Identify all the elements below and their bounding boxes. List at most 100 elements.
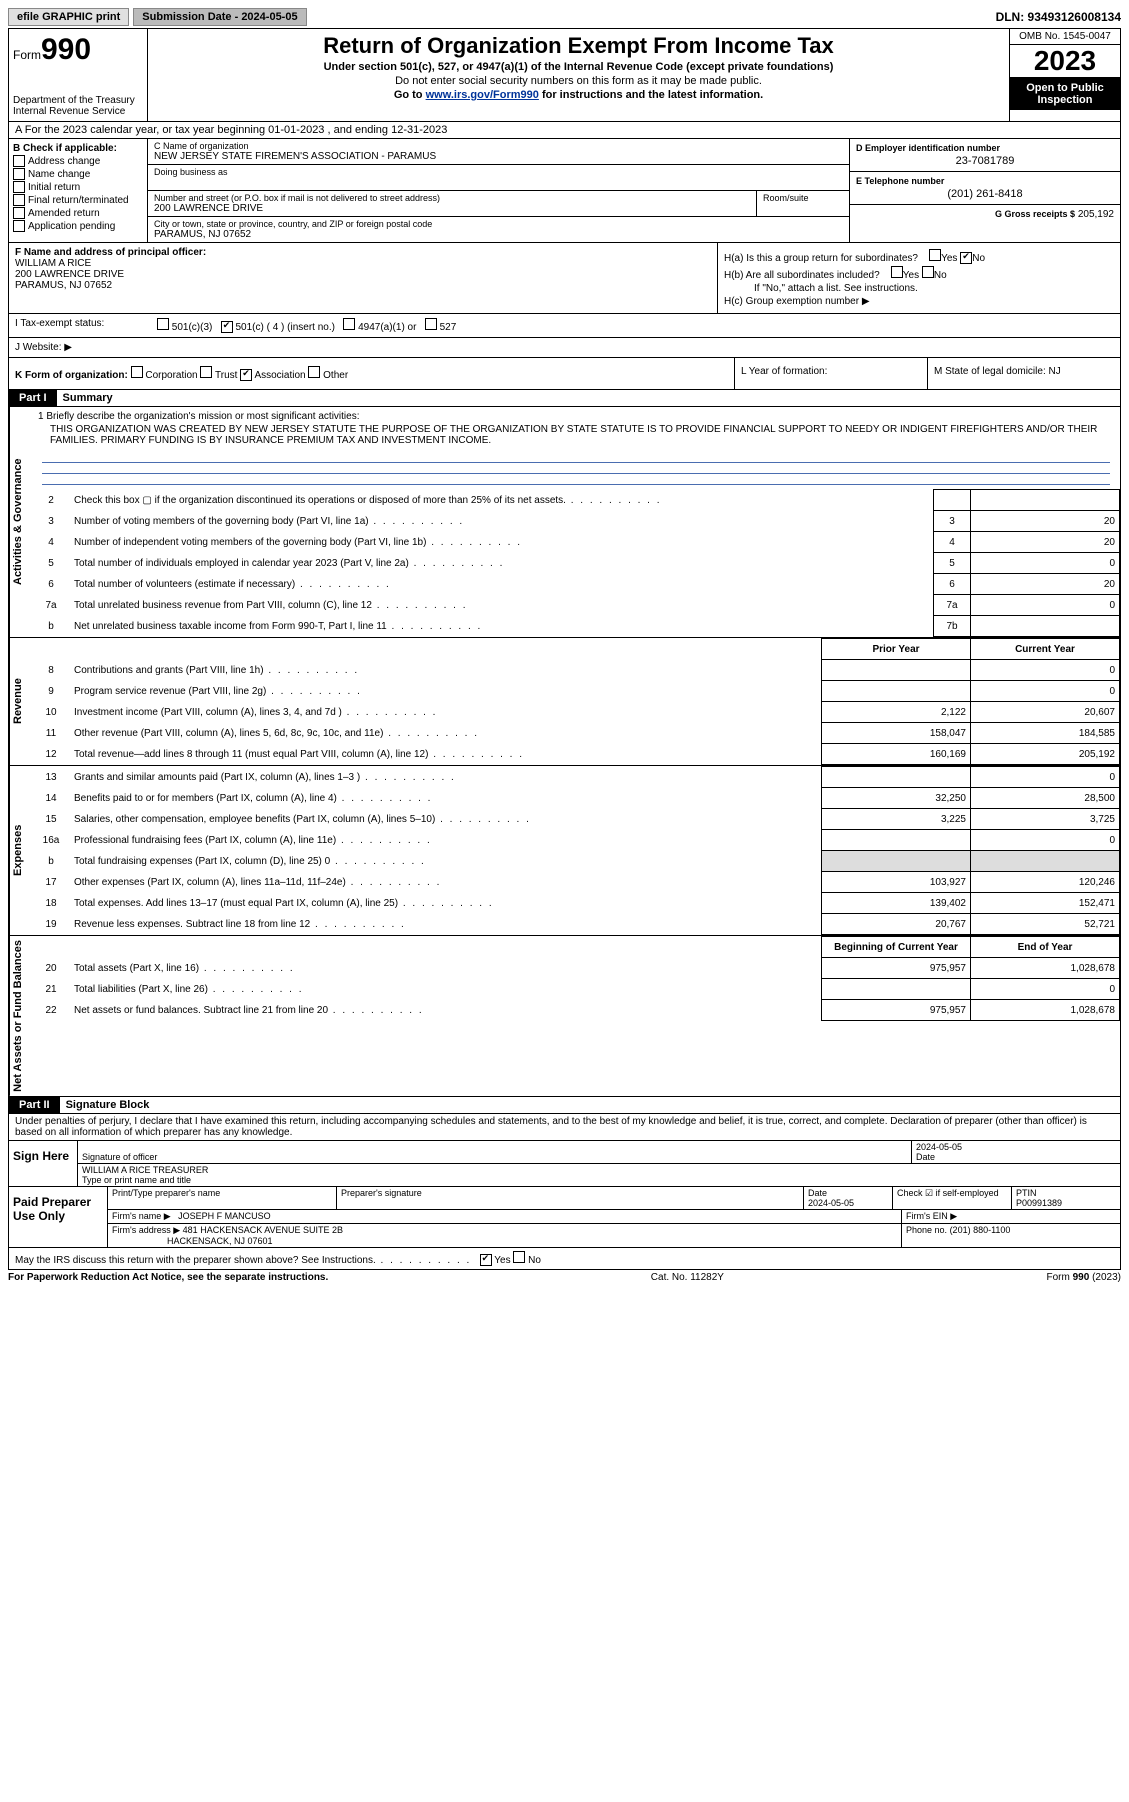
line-desc: Investment income (Part VIII, column (A)… xyxy=(70,702,822,723)
line-num: 2 xyxy=(32,490,70,511)
header-sub3: Go to www.irs.gov/Form990 for instructio… xyxy=(152,89,1005,101)
ha-yes[interactable] xyxy=(929,249,941,261)
o1: 501(c)(3) xyxy=(172,322,213,333)
col-deg: D Employer identification number 23-7081… xyxy=(849,139,1120,242)
lbl-pending: Application pending xyxy=(28,221,115,232)
chk-pending[interactable] xyxy=(13,220,25,232)
row-a: A For the 2023 calendar year, or tax yea… xyxy=(9,122,1120,139)
chk-4947[interactable] xyxy=(343,318,355,330)
goto-suffix: for instructions and the latest informat… xyxy=(539,89,763,101)
sig-officer-lbl: Signature of officer xyxy=(82,1152,907,1162)
current-val: 0 xyxy=(971,660,1120,681)
chk-initial[interactable] xyxy=(13,181,25,193)
ha-no[interactable] xyxy=(960,252,972,264)
chk-trust[interactable] xyxy=(200,366,212,378)
prep-ptin: P00991389 xyxy=(1016,1198,1062,1208)
line-desc: Total fundraising expenses (Part IX, col… xyxy=(70,851,822,872)
box-b-label: B Check if applicable: xyxy=(13,143,143,154)
prep-h3: Date xyxy=(808,1188,827,1198)
k-o2: Trust xyxy=(215,370,237,381)
chk-amended[interactable] xyxy=(13,207,25,219)
line-num: 20 xyxy=(32,958,70,979)
line-desc: Other expenses (Part IX, column (A), lin… xyxy=(70,872,822,893)
chk-527[interactable] xyxy=(425,318,437,330)
line-num: b xyxy=(32,616,70,637)
end-val: 1,028,678 xyxy=(971,958,1120,979)
footer-mid: Cat. No. 11282Y xyxy=(651,1272,724,1283)
box-d-lbl: D Employer identification number xyxy=(856,143,1114,153)
header-sub1: Under section 501(c), 527, or 4947(a)(1)… xyxy=(152,61,1005,73)
blue-line xyxy=(42,452,1110,463)
row-i-body: 501(c)(3) 501(c) ( 4 ) (insert no.) 4947… xyxy=(151,314,1120,337)
prior-val: 158,047 xyxy=(822,723,971,744)
hb-no[interactable] xyxy=(922,266,934,278)
line-box: 6 xyxy=(934,574,971,595)
revenue-table: Prior YearCurrent Year8 Contributions an… xyxy=(32,638,1120,765)
part2-header: Part II Signature Block xyxy=(9,1097,1120,1114)
chk-501c3[interactable] xyxy=(157,318,169,330)
chk-address[interactable] xyxy=(13,155,25,167)
chk-assoc[interactable] xyxy=(240,369,252,381)
omb-number: OMB No. 1545-0047 xyxy=(1010,29,1120,45)
side-expenses: Expenses xyxy=(9,766,32,935)
discuss-txt: May the IRS discuss this return with the… xyxy=(15,1255,471,1266)
chk-final[interactable] xyxy=(13,194,25,206)
line-desc: Total number of volunteers (estimate if … xyxy=(70,574,934,595)
end-hdr: End of Year xyxy=(971,937,1120,958)
line-desc: Other revenue (Part VIII, column (A), li… xyxy=(70,723,822,744)
box-f-lbl: F Name and address of principal officer: xyxy=(15,247,711,258)
prior-hdr: Prior Year xyxy=(822,639,971,660)
prior-val xyxy=(822,681,971,702)
line-box: 3 xyxy=(934,511,971,532)
line-num: 11 xyxy=(32,723,70,744)
header-mid: Return of Organization Exempt From Incom… xyxy=(148,29,1009,121)
row-klm: K Form of organization: Corporation Trus… xyxy=(9,358,1120,390)
prep-h1: Print/Type preparer's name xyxy=(108,1187,337,1209)
addr: 200 LAWRENCE DRIVE xyxy=(154,203,750,214)
gross-receipts: 205,192 xyxy=(1078,209,1114,220)
chk-corp[interactable] xyxy=(131,366,143,378)
line-desc: Net assets or fund balances. Subtract li… xyxy=(70,1000,822,1021)
chk-name[interactable] xyxy=(13,168,25,180)
line-num: 13 xyxy=(32,767,70,788)
form-title: Return of Organization Exempt From Incom… xyxy=(152,33,1005,59)
line-val xyxy=(971,490,1120,511)
hb-yes[interactable] xyxy=(891,266,903,278)
current-hdr: Current Year xyxy=(971,639,1120,660)
mission-lbl: 1 Briefly describe the organization's mi… xyxy=(38,411,1114,422)
efile-label: efile GRAPHIC print xyxy=(8,8,129,26)
chk-other[interactable] xyxy=(308,366,320,378)
k-o1: Corporation xyxy=(145,370,197,381)
section-bcdeg: B Check if applicable: Address change Na… xyxy=(9,139,1120,243)
footer-right: Form 990 (2023) xyxy=(1047,1272,1121,1283)
form-number: Form990 xyxy=(13,33,143,67)
begin-val xyxy=(822,979,971,1000)
line-num: 21 xyxy=(32,979,70,1000)
header-left: Form990 Department of the Treasury Inter… xyxy=(9,29,148,121)
discuss-yes[interactable] xyxy=(480,1254,492,1266)
current-val: 205,192 xyxy=(971,744,1120,765)
form-label: Form xyxy=(13,48,41,62)
line-num: 10 xyxy=(32,702,70,723)
prior-val: 20,767 xyxy=(822,914,971,935)
current-val: 0 xyxy=(971,681,1120,702)
discuss-no[interactable] xyxy=(513,1251,525,1263)
blue-line xyxy=(42,474,1110,485)
prior-val: 32,250 xyxy=(822,788,971,809)
begin-val: 975,957 xyxy=(822,958,971,979)
prep-h2: Preparer's signature xyxy=(337,1187,804,1209)
dln: DLN: 93493126008134 xyxy=(996,10,1121,24)
row-k: K Form of organization: Corporation Trus… xyxy=(9,358,734,389)
sign-here: Sign Here Signature of officer 2024-05-0… xyxy=(8,1141,1121,1187)
box-b: B Check if applicable: Address change Na… xyxy=(9,139,148,242)
current-val: 20,607 xyxy=(971,702,1120,723)
line-num: 19 xyxy=(32,914,70,935)
line-num: 16a xyxy=(32,830,70,851)
top-bar: efile GRAPHIC print Submission Date - 20… xyxy=(8,8,1121,26)
tax-year: 2023 xyxy=(1010,45,1120,78)
current-val: 52,721 xyxy=(971,914,1120,935)
lbl-amended: Amended return xyxy=(28,208,100,219)
irs-link[interactable]: www.irs.gov/Form990 xyxy=(426,89,539,101)
chk-501c[interactable] xyxy=(221,321,233,333)
line-desc: Total number of individuals employed in … xyxy=(70,553,934,574)
